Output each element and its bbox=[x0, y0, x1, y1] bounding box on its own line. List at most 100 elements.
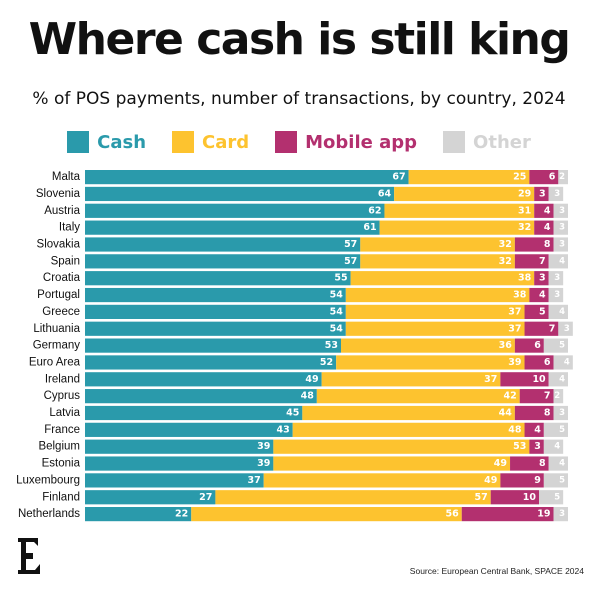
data-label-cash-slovakia: 57 bbox=[344, 239, 357, 250]
data-label-other-latvia: 3 bbox=[559, 408, 565, 418]
bar-card-estonia bbox=[273, 456, 511, 471]
bar-other-france bbox=[543, 422, 568, 437]
data-label-mobile-app-austria: 4 bbox=[544, 205, 551, 216]
bar-mobile-app-netherlands bbox=[461, 507, 554, 522]
category-label-cyprus: Cyprus bbox=[44, 390, 81, 402]
category-label-austria: Austria bbox=[44, 205, 80, 217]
data-label-card-portugal: 38 bbox=[513, 290, 527, 301]
data-label-cash-ireland: 49 bbox=[305, 374, 318, 385]
data-label-mobile-app-spain: 7 bbox=[539, 256, 546, 267]
bar-cash-italy bbox=[85, 220, 380, 235]
bar-mobile-app-malta bbox=[529, 170, 559, 185]
economist-e-logo-icon bbox=[18, 538, 40, 574]
data-label-other-slovakia: 3 bbox=[559, 240, 565, 250]
data-label-other-spain: 4 bbox=[559, 256, 565, 266]
data-label-mobile-app-germany: 6 bbox=[534, 340, 541, 351]
bar-mobile-app-france bbox=[524, 422, 544, 437]
data-label-mobile-app-euro-area: 6 bbox=[544, 357, 551, 368]
data-label-card-slovenia: 29 bbox=[518, 188, 531, 199]
chart-title: Where cash is still king bbox=[28, 14, 571, 65]
bar-other-malta bbox=[558, 170, 568, 185]
data-label-other-netherlands: 3 bbox=[559, 509, 565, 519]
data-label-card-greece: 37 bbox=[508, 306, 521, 317]
data-label-other-luxembourg: 5 bbox=[559, 475, 565, 485]
legend-swatch-mobile-app bbox=[275, 131, 298, 153]
bar-mobile-app-ireland bbox=[500, 372, 549, 387]
category-label-belgium: Belgium bbox=[38, 441, 80, 453]
data-label-mobile-app-ireland: 10 bbox=[532, 374, 546, 385]
data-label-card-germany: 36 bbox=[499, 340, 513, 351]
bar-other-belgium bbox=[543, 439, 564, 454]
bar-mobile-app-spain bbox=[514, 254, 549, 269]
data-label-card-malta: 25 bbox=[513, 172, 526, 183]
bar-mobile-app-greece bbox=[524, 304, 549, 319]
bar-cash-spain bbox=[85, 254, 361, 269]
legend-item-cash: Cash bbox=[67, 131, 146, 153]
bar-mobile-app-luxembourg bbox=[500, 473, 544, 488]
data-label-mobile-app-slovenia: 3 bbox=[539, 188, 546, 199]
source-note: Source: European Central Bank, SPACE 202… bbox=[409, 566, 584, 576]
legend-swatch-other bbox=[443, 131, 466, 153]
bar-card-slovakia bbox=[360, 237, 515, 252]
bar-other-austria bbox=[553, 203, 568, 218]
bar-mobile-app-croatia bbox=[534, 271, 549, 286]
legend-label-other: Other bbox=[473, 131, 531, 153]
data-label-cash-malta: 67 bbox=[392, 172, 405, 183]
bar-card-netherlands bbox=[191, 507, 462, 522]
bar-cash-france bbox=[85, 422, 293, 437]
data-label-cash-netherlands: 22 bbox=[175, 509, 188, 520]
data-label-card-ireland: 37 bbox=[484, 374, 497, 385]
data-label-cash-slovenia: 64 bbox=[378, 188, 392, 199]
bar-mobile-app-lithuania bbox=[524, 321, 559, 336]
bar-card-latvia bbox=[302, 405, 515, 421]
bar-mobile-app-austria bbox=[534, 203, 554, 218]
legend-item-card: Card bbox=[172, 131, 249, 153]
data-label-card-austria: 31 bbox=[518, 205, 531, 216]
data-label-other-euro-area: 4 bbox=[564, 357, 570, 367]
data-label-cash-portugal: 54 bbox=[330, 290, 344, 301]
data-label-card-italy: 32 bbox=[518, 222, 531, 233]
bar-cash-croatia bbox=[85, 271, 351, 286]
data-label-other-germany: 5 bbox=[559, 341, 565, 351]
data-label-card-euro-area: 39 bbox=[508, 357, 521, 368]
data-label-mobile-app-luxembourg: 9 bbox=[534, 475, 541, 486]
bar-other-spain bbox=[548, 254, 568, 269]
category-label-portugal: Portugal bbox=[37, 289, 80, 301]
bar-other-netherlands bbox=[553, 507, 568, 522]
bar-card-austria bbox=[384, 203, 535, 218]
bar-cash-portugal bbox=[85, 287, 346, 303]
bar-card-italy bbox=[379, 220, 535, 235]
bar-card-malta bbox=[408, 170, 530, 185]
bar-mobile-app-italy bbox=[534, 220, 554, 235]
data-label-mobile-app-slovakia: 8 bbox=[544, 239, 551, 250]
data-label-other-austria: 3 bbox=[559, 206, 565, 216]
bar-card-germany bbox=[340, 338, 515, 353]
bar-mobile-app-slovakia bbox=[514, 237, 554, 252]
legend-swatch-card bbox=[172, 131, 195, 153]
category-label-luxembourg: Luxembourg bbox=[16, 474, 80, 486]
legend-item-mobile-app: Mobile app bbox=[275, 131, 417, 153]
data-label-other-greece: 4 bbox=[559, 307, 565, 317]
data-label-mobile-app-belgium: 3 bbox=[534, 441, 541, 452]
bar-other-ireland bbox=[548, 372, 568, 387]
bar-cash-belgium bbox=[85, 439, 274, 454]
bar-cash-netherlands bbox=[85, 507, 192, 522]
bar-card-portugal bbox=[345, 287, 530, 303]
bar-other-latvia bbox=[553, 405, 568, 421]
bar-other-italy bbox=[553, 220, 568, 235]
bar-card-greece bbox=[345, 304, 525, 319]
data-label-other-estonia: 4 bbox=[559, 459, 565, 469]
bar-other-euro-area bbox=[553, 355, 573, 370]
bar-mobile-app-slovenia bbox=[534, 186, 549, 202]
data-label-other-ireland: 4 bbox=[559, 374, 565, 384]
data-label-mobile-app-finland: 10 bbox=[523, 492, 537, 503]
category-label-estonia: Estonia bbox=[42, 458, 81, 470]
bar-cash-finland bbox=[85, 490, 216, 505]
data-label-mobile-app-croatia: 3 bbox=[539, 273, 546, 284]
data-label-mobile-app-italy: 4 bbox=[544, 222, 551, 233]
data-label-other-finland: 5 bbox=[554, 492, 560, 502]
bar-mobile-app-euro-area bbox=[524, 355, 554, 370]
category-label-netherlands: Netherlands bbox=[18, 508, 80, 520]
bar-mobile-app-germany bbox=[514, 338, 544, 353]
